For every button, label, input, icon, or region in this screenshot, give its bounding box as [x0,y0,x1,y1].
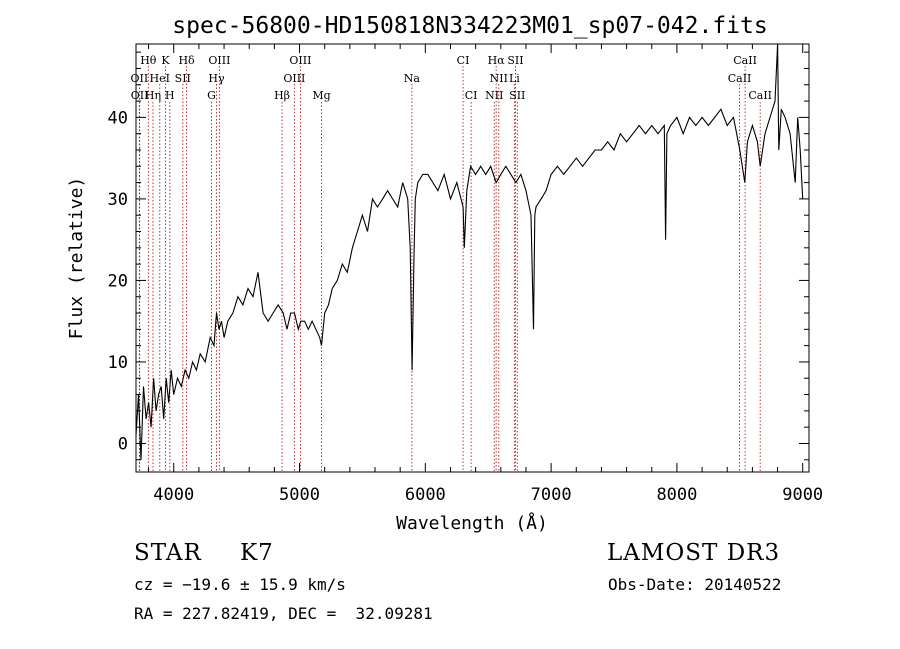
line-label-26: SII [509,89,525,102]
y-axis: 0 10 20 30 40 [108,51,809,461]
line-label-24: CI [465,89,478,102]
x-tick-label-7000: 7000 [531,485,572,505]
line-label-2: Hδ [178,54,195,67]
x-tick-label-5000: 5000 [279,485,320,505]
line-label-12: Hγ [208,72,225,85]
y-axis-label: Flux (relative) [66,177,87,340]
x-axis: 4000 5000 6000 7000 8000 9000 [148,44,823,505]
y-tick-label-20: 20 [108,271,128,291]
line-label-22: Hβ [274,89,290,102]
line-label-0: Hθ [140,54,157,67]
x-tick-label-4000: 4000 [153,485,194,505]
line-label-7: SII [507,54,523,67]
y-tick-label-40: 40 [108,108,128,128]
survey-name: LAMOST DR3 [607,540,781,566]
x-tick-label-6000: 6000 [405,485,446,505]
line-label-25: NII [485,89,503,102]
line-label-3: OIII [208,54,230,67]
y-tick-label-30: 30 [108,190,128,210]
y-tick-label-10: 10 [108,353,128,373]
spectrum-line [135,43,804,460]
line-label-23: Mg [312,89,330,102]
plot-frame [135,43,810,473]
line-label-17: CaII [728,72,752,85]
line-label-14: Na [404,72,421,85]
line-label-16: Li [509,72,520,85]
x-tick-label-8000: 8000 [656,485,697,505]
line-label-5: CI [457,54,470,67]
chart-title: spec-56800-HD150818N334223M01_sp07-042.f… [172,13,767,39]
obs-date-text: Obs-Date: 20140522 [608,575,782,594]
x-axis-label: Wavelength (Å) [396,512,548,534]
line-label-9: OII [131,72,149,85]
line-label-18: OII [131,89,149,102]
line-label-6: Hα [488,54,506,67]
line-label-13: OIII [283,72,305,85]
line-label-20: H [165,89,175,102]
line-label-11: SII [175,72,191,85]
line-label-8: CaII [733,54,757,67]
line-label-4: OIII [289,54,311,67]
line-label-21: G [207,89,216,102]
object-class: STAR [134,540,202,566]
line-label-19: Hη [145,89,161,102]
line-label-10: HeI [150,72,170,85]
x-tick-label-9000: 9000 [782,485,823,505]
coordinates-text: RA = 227.82419, DEC = 32.09281 [134,604,433,623]
y-tick-label-0: 0 [118,434,128,454]
line-label-27: CaII [748,89,772,102]
object-subclass: K7 [240,540,274,566]
line-label-15: NII [490,72,508,85]
redshift-text: cz = −19.6 ± 15.9 km/s [134,575,346,594]
line-label-1: K [161,54,170,67]
